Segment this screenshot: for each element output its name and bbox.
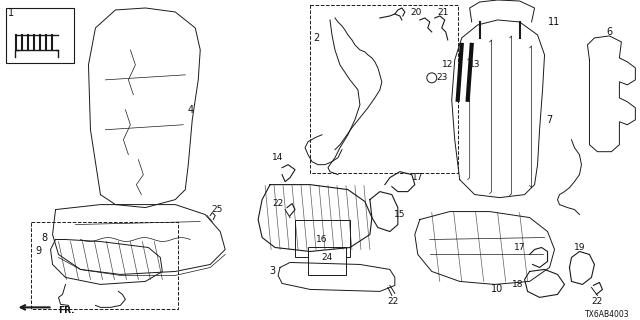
Text: 17: 17 [514,243,525,252]
Text: 19: 19 [573,243,585,252]
Text: 25: 25 [212,205,223,214]
Text: FR.: FR. [58,306,75,315]
Text: 13: 13 [469,60,481,69]
Text: 9: 9 [35,246,42,257]
Bar [310,5,458,173]
Text: 22: 22 [387,297,399,306]
Bar [31,221,179,309]
Text: 22: 22 [592,297,603,306]
Text: 10: 10 [490,284,503,294]
Text: 11: 11 [548,17,561,27]
Bar [308,247,346,276]
Text: 15: 15 [394,210,406,219]
Text: 7: 7 [547,115,553,125]
Bar [6,8,74,63]
Text: 12: 12 [442,60,453,69]
Text: 6: 6 [606,27,612,37]
Text: 23: 23 [436,73,447,82]
Text: 24: 24 [321,253,333,262]
Text: 1: 1 [8,8,13,18]
Text: 20: 20 [410,8,422,18]
Text: 14: 14 [273,153,284,162]
Text: 21: 21 [437,8,449,18]
Text: 8: 8 [42,233,47,243]
Text: 18: 18 [512,280,524,289]
Text: TX6AB4003: TX6AB4003 [585,310,629,319]
Text: 3: 3 [269,267,275,276]
Text: 22: 22 [273,199,284,208]
Text: 17: 17 [412,173,424,182]
Text: 16: 16 [316,235,328,244]
Text: 2: 2 [313,33,319,43]
Bar [295,220,350,258]
Text: 4: 4 [188,105,193,115]
